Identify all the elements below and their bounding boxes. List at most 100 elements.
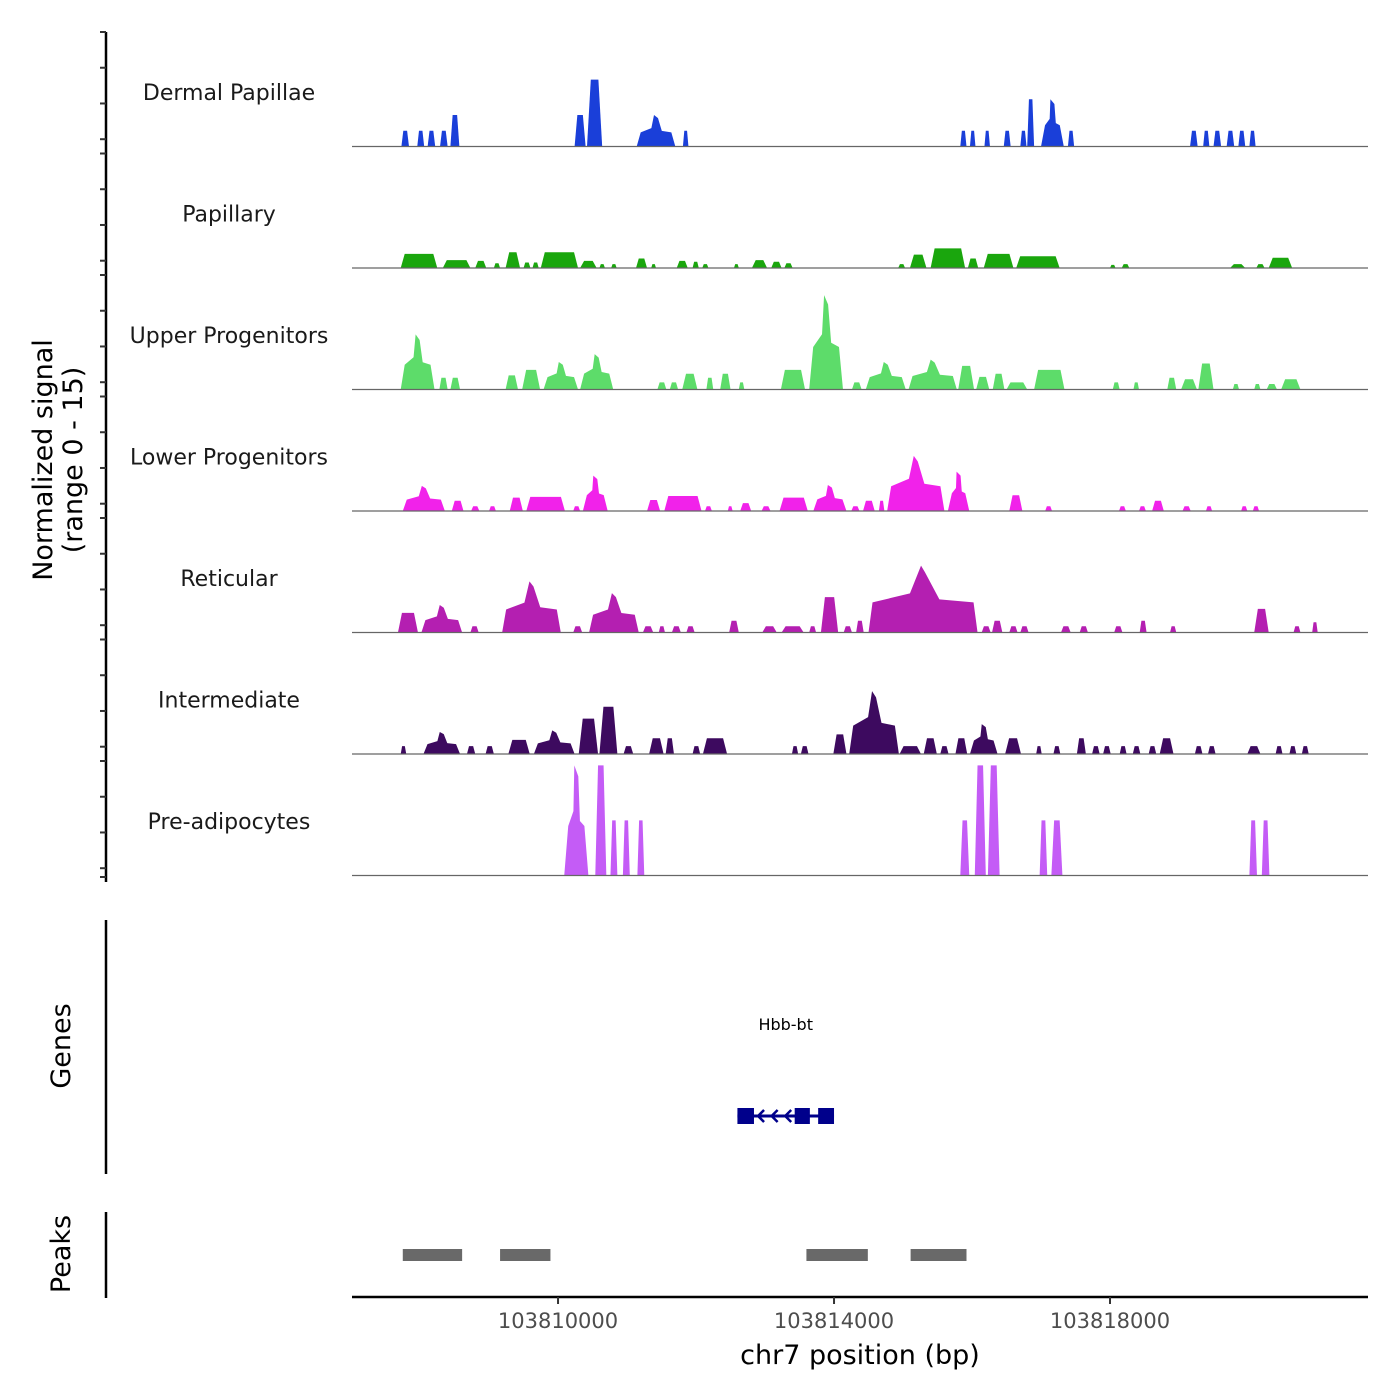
- signal-peak: [856, 620, 864, 633]
- signal-peak: [851, 506, 860, 511]
- signal-peak: [417, 130, 425, 147]
- track-label: Intermediate: [158, 689, 300, 714]
- signal-axis-title-sub: (range 0 - 15): [58, 367, 89, 554]
- signal-peak: [1254, 608, 1269, 633]
- signal-peak: [440, 130, 448, 147]
- signal-peak: [1121, 264, 1130, 268]
- track-label: Papillary: [182, 203, 276, 228]
- signal-peak: [1103, 746, 1111, 754]
- signal-peak: [702, 738, 728, 754]
- track-papillary: Papillary: [182, 203, 1368, 269]
- signal-peak: [658, 626, 665, 633]
- signal-peak: [727, 506, 733, 511]
- signal-peak: [706, 377, 714, 390]
- signal-peak: [676, 260, 688, 268]
- signal-peak: [450, 115, 460, 147]
- peak-region: [910, 1249, 967, 1261]
- signal-peak: [471, 506, 480, 511]
- signal-peak: [720, 373, 731, 390]
- signal-peak: [781, 626, 804, 633]
- signal-axis-title: Normalized signal (range 0 - 15): [28, 339, 89, 581]
- signal-peak: [898, 264, 906, 268]
- signal-tracks: Dermal Papillae Papillary Upper Progenitor…: [130, 79, 1368, 877]
- signal-peak: [686, 626, 695, 633]
- signal-peak: [1003, 130, 1011, 147]
- signal-peak: [791, 746, 799, 754]
- signal-peak: [887, 455, 945, 511]
- signal-peak: [1006, 382, 1028, 390]
- signal-peak: [622, 820, 630, 876]
- strand-arrow-icon: [783, 1109, 793, 1123]
- signal-peak: [987, 765, 1000, 876]
- peaks-axis-title: Peaks: [46, 1215, 77, 1293]
- peaks-axis-title-group: Peaks: [46, 1215, 77, 1293]
- signal-peak: [1256, 264, 1265, 268]
- signal-peak: [580, 260, 597, 268]
- signal-peak: [1159, 738, 1174, 754]
- signal-peak: [967, 258, 979, 268]
- signal-peak: [421, 604, 463, 633]
- signal-peak: [1039, 820, 1048, 876]
- signal-peak: [955, 738, 968, 754]
- x-axis-ticks: 103810000 103814000 103818000: [498, 1297, 1170, 1333]
- signal-peak: [508, 739, 530, 754]
- signal-peak: [523, 262, 531, 268]
- signal-peak: [1181, 379, 1197, 390]
- signal-peak: [1112, 382, 1120, 390]
- signal-peak: [671, 626, 681, 633]
- signal-peak: [599, 264, 605, 268]
- signal-peak: [992, 620, 1003, 633]
- signal-peak: [969, 724, 998, 754]
- signal-peak: [983, 253, 1014, 268]
- peak-region: [806, 1249, 868, 1261]
- signal-peak: [637, 820, 645, 876]
- signal-peak: [1301, 746, 1309, 754]
- signal-peak: [493, 263, 501, 268]
- signal-peak: [1092, 746, 1100, 754]
- signal-peak: [400, 334, 435, 390]
- signal-peak: [651, 264, 657, 268]
- signal-peak: [589, 593, 639, 633]
- signal-peak: [809, 626, 817, 633]
- track-label: Dermal Papillae: [143, 81, 315, 106]
- signal-peak: [1207, 746, 1216, 754]
- signal-peak: [833, 734, 847, 754]
- signal-peak: [692, 261, 699, 268]
- signal-peak: [784, 263, 793, 268]
- signal-peak: [1254, 383, 1261, 390]
- signal-peak: [611, 264, 617, 268]
- signal-peak: [813, 485, 847, 511]
- signal-peak: [947, 471, 970, 511]
- signal-peak: [960, 130, 967, 147]
- strand-arrow-icon: [769, 1109, 779, 1123]
- signal-peak: [1114, 626, 1123, 633]
- signal-peak: [974, 765, 986, 876]
- signal-peak: [595, 765, 607, 876]
- signal-peak: [1194, 746, 1203, 754]
- track-pre-adipocytes: Pre-adipocytes: [148, 765, 1368, 877]
- signal-peak: [599, 706, 618, 754]
- signal-peak: [401, 130, 409, 147]
- signal-peak: [664, 496, 702, 511]
- signal-peak: [1266, 383, 1277, 390]
- signal-peak: [540, 252, 579, 268]
- x-axis-title: chr7 position (bp): [740, 1340, 980, 1371]
- signal-peak: [740, 503, 752, 511]
- signal-peak: [820, 597, 839, 633]
- track-intermediate: Intermediate: [158, 689, 1368, 755]
- gene-exon: [794, 1108, 810, 1124]
- signal-peak: [505, 375, 519, 390]
- signal-peak: [751, 260, 768, 268]
- signal-peak: [738, 382, 745, 390]
- track-dermal-papillae: Dermal Papillae: [143, 79, 1368, 148]
- signal-peak: [733, 264, 739, 268]
- signal-y-ticks: [100, 31, 106, 878]
- signal-axis-title-main: Normalized signal: [28, 339, 59, 581]
- signal-peak: [526, 496, 565, 511]
- signal-peak: [1152, 500, 1164, 511]
- peak-region: [402, 1249, 463, 1261]
- signal-peak: [909, 254, 927, 268]
- signal-peak: [1312, 622, 1318, 633]
- signal-peak: [466, 746, 476, 754]
- signal-peak: [969, 130, 976, 147]
